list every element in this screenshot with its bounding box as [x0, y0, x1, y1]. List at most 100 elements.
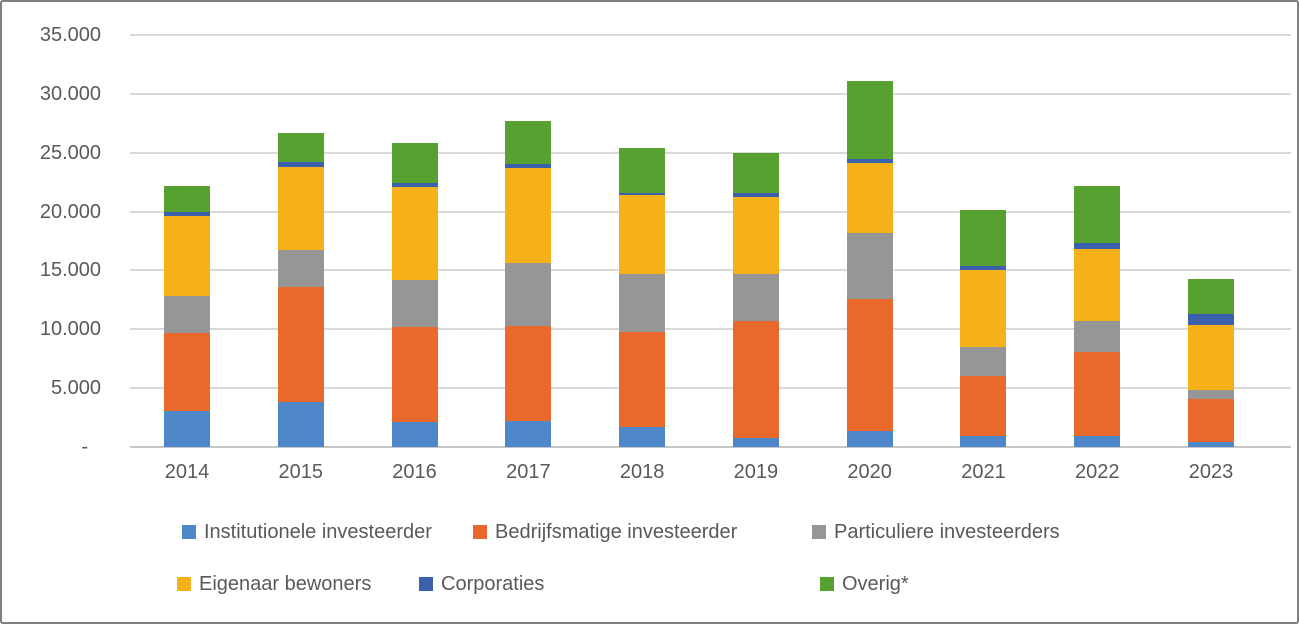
x-axis-line — [130, 446, 1291, 448]
y-tick-label: 30.000 — [39, 82, 101, 105]
legend-label: Corporaties — [441, 572, 545, 595]
bar-segment-bedrijfsmatige-investeerder — [1074, 351, 1121, 437]
x-tick-label: 2014 — [164, 461, 210, 483]
legend-label: Particuliere investeerders — [834, 520, 1060, 543]
bar-segment-eigenaar-bewoners — [505, 168, 552, 264]
legend-item-bedrijfsmatige-investeerder: Bedrijfsmatige investeerder — [473, 520, 737, 544]
bar-segment-corporaties — [1074, 243, 1121, 250]
bar-segment-eigenaar-bewoners — [164, 216, 210, 297]
bar-segment-corporaties — [164, 211, 210, 217]
x-tick-label: 2018 — [619, 461, 665, 483]
legend-item-particuliere-investeerders: Particuliere investeerders — [812, 520, 1060, 544]
bar-segment-eigenaar-bewoners — [846, 163, 893, 233]
bar-segment-institutionele-investeerder — [1074, 436, 1121, 447]
gridline — [130, 269, 1291, 272]
legend-swatch-icon — [419, 577, 433, 591]
x-tick-label: 2019 — [733, 461, 779, 483]
legend-item-eigenaar-bewoners: Eigenaar bewoners — [177, 572, 371, 596]
bar-segment-institutionele-investeerder — [505, 421, 552, 447]
bar-2021 — [960, 2, 1007, 447]
bar-segment-institutionele-investeerder — [732, 437, 779, 447]
bar-2023 — [1188, 2, 1235, 447]
bar-segment-particuliere-investeerders — [277, 250, 324, 287]
legend-item-institutionele-investeerder: Institutionele investeerder — [182, 520, 432, 544]
bar-segment-particuliere-investeerders — [505, 263, 552, 326]
bar-segment-particuliere-investeerders — [164, 296, 210, 333]
bar-segment-corporaties — [391, 183, 438, 187]
legend-swatch-icon — [177, 577, 191, 591]
bar-segment-eigenaar-bewoners — [1074, 249, 1121, 322]
x-tick-label: 2017 — [506, 461, 551, 483]
bar-segment-overig- — [960, 210, 1007, 266]
gridline — [130, 34, 1291, 36]
bar-segment-eigenaar-bewoners — [960, 270, 1007, 347]
bar-segment-bedrijfsmatige-investeerder — [391, 326, 438, 423]
bar-segment-particuliere-investeerders — [391, 279, 438, 327]
bar-segment-bedrijfsmatige-investeerder — [277, 286, 324, 403]
bar-segment-institutionele-investeerder — [391, 422, 438, 447]
bar-2014 — [164, 2, 210, 447]
bar-2017 — [505, 2, 552, 447]
y-tick-label: 15.000 — [39, 259, 101, 282]
bar-segment-eigenaar-bewoners — [277, 166, 324, 251]
bar-segment-eigenaar-bewoners — [732, 197, 779, 274]
x-tick-label: 2016 — [392, 461, 437, 483]
gridline — [130, 210, 1291, 213]
bar-2019 — [732, 2, 779, 447]
y-tick-label: 5.000 — [50, 377, 101, 400]
bar-segment-overig- — [846, 80, 893, 159]
legend-label: Eigenaar bewoners — [199, 572, 372, 595]
legend-item-overig-: Overig* — [820, 572, 909, 596]
legend-item-corporaties: Corporaties — [419, 572, 544, 596]
y-tick-label: 35.000 — [39, 24, 101, 46]
bar-segment-institutionele-investeerder — [619, 426, 666, 447]
bar-segment-bedrijfsmatige-investeerder — [960, 376, 1007, 437]
bar-segment-corporaties — [277, 162, 324, 167]
bar-segment-overig- — [1188, 278, 1235, 314]
bar-segment-bedrijfsmatige-investeerder — [619, 331, 666, 427]
legend-label: Bedrijfsmatige investeerder — [495, 520, 738, 543]
bar-segment-corporaties — [732, 192, 779, 198]
bar-segment-overig- — [164, 185, 210, 212]
x-tick-label: 2015 — [278, 461, 324, 483]
bar-2015 — [277, 2, 324, 447]
bar-segment-particuliere-investeerders — [846, 232, 893, 299]
bar-segment-corporaties — [1188, 313, 1235, 325]
x-tick-label: 2020 — [847, 461, 892, 483]
bar-segment-corporaties — [505, 164, 552, 169]
bar-segment-institutionele-investeerder — [960, 436, 1007, 447]
bar-segment-corporaties — [846, 158, 893, 164]
legend-label: Overig* — [842, 572, 909, 595]
gridline — [130, 92, 1291, 95]
bar-segment-particuliere-investeerders — [1074, 321, 1121, 352]
gridline — [130, 328, 1291, 331]
bar-2020 — [846, 2, 893, 447]
bar-segment-eigenaar-bewoners — [1188, 324, 1235, 391]
bar-segment-institutionele-investeerder — [164, 410, 210, 447]
bar-segment-bedrijfsmatige-investeerder — [505, 325, 552, 422]
bar-segment-bedrijfsmatige-investeerder — [1188, 398, 1235, 443]
bar-segment-institutionele-investeerder — [846, 430, 893, 447]
bar-segment-overig- — [391, 143, 438, 184]
x-tick-label: 2022 — [1074, 461, 1120, 483]
y-tick-label: - — [81, 436, 88, 458]
bar-segment-bedrijfsmatige-investeerder — [846, 298, 893, 431]
x-tick-label: 2021 — [961, 461, 1006, 483]
bar-segment-institutionele-investeerder — [277, 402, 324, 447]
gridline — [130, 387, 1291, 390]
legend-swatch-icon — [182, 525, 196, 539]
bar-segment-overig- — [732, 152, 779, 193]
legend-swatch-icon — [812, 525, 826, 539]
bar-segment-bedrijfsmatige-investeerder — [732, 321, 779, 438]
y-tick-label: 20.000 — [39, 200, 101, 223]
bar-segment-eigenaar-bewoners — [391, 186, 438, 280]
legend-swatch-icon — [473, 525, 487, 539]
bar-segment-overig- — [277, 132, 324, 163]
y-tick-label: 25.000 — [39, 141, 101, 164]
y-tick-label: 10.000 — [39, 318, 101, 341]
bar-2016 — [391, 2, 438, 447]
bar-segment-particuliere-investeerders — [960, 346, 1007, 377]
bar-segment-corporaties — [960, 265, 1007, 271]
